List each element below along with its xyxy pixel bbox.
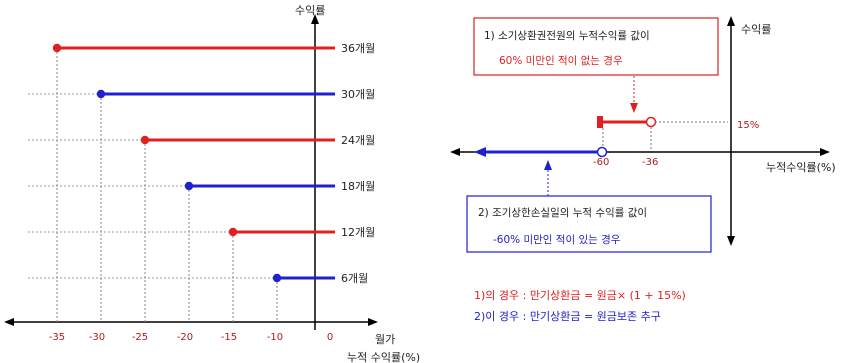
barrier-point bbox=[184, 181, 194, 191]
x-tick-label: -25 bbox=[132, 332, 148, 343]
right-y-axis-up-arrow-icon bbox=[727, 16, 735, 26]
callout-box-2-line2: -60% 미만인 적이 있는 경우 bbox=[493, 233, 621, 246]
left-y-axis-label: 수익률 bbox=[295, 4, 325, 17]
bar-period-label: 6개월 bbox=[341, 272, 368, 285]
right-y-axis-label: 수익률 bbox=[741, 23, 771, 36]
bar-period-label: 12개월 bbox=[341, 226, 375, 239]
callout-box-2-arrow-icon bbox=[544, 160, 552, 170]
x-tick-label: -15 bbox=[221, 332, 237, 343]
legend-line-1: 1)의 경우 : 만기상환금 = 원금× (1 + 15%) bbox=[474, 289, 686, 302]
payoff-15-start-marker bbox=[597, 116, 603, 128]
right-x-axis-label: 누적수익률(%) bbox=[766, 161, 836, 174]
barrier-point bbox=[52, 43, 62, 53]
legend-line-2: 2)이 경우 : 만기상환금 = 원금보존 추구 bbox=[474, 310, 661, 323]
callout-box-1-arrow-icon bbox=[630, 103, 638, 113]
right-diagram: 수익률 누적수익률(%) 15% -60 -36 1) 소기상환권전원의 누적수… bbox=[450, 16, 836, 323]
bar-period-label: 24개월 bbox=[341, 134, 375, 147]
barrier-point bbox=[228, 227, 238, 237]
barrier-point bbox=[96, 89, 106, 99]
payoff-principal-end-marker bbox=[596, 146, 608, 158]
payoff-principal-arrow-icon bbox=[474, 147, 486, 157]
left-x-axis-right-arrow-icon bbox=[368, 318, 378, 326]
left-x-axis-label-line2: 누적 수익률(%) bbox=[347, 351, 420, 363]
bar-period-label: 30개월 bbox=[341, 88, 375, 101]
bar-period-label: 18개월 bbox=[341, 180, 375, 193]
right-x-axis-left-arrow-icon bbox=[450, 148, 460, 156]
left-x-axis-left-arrow-icon bbox=[4, 318, 14, 326]
x-tick-label: -35 bbox=[49, 332, 65, 343]
label-15-percent: 15% bbox=[737, 120, 759, 131]
left-bars: 36개월 30개월 24개월 18개월 12개월 6개월 bbox=[28, 42, 375, 322]
left-y-axis-arrow-icon bbox=[311, 14, 319, 24]
right-x-axis-right-arrow-icon bbox=[820, 148, 830, 156]
label-neg60: -60 bbox=[593, 157, 609, 168]
right-y-axis-down-arrow-icon bbox=[727, 236, 735, 246]
barrier-point bbox=[272, 273, 282, 283]
x-tick-label: 0 bbox=[327, 332, 333, 343]
callout-box-1 bbox=[473, 17, 719, 76]
x-tick-label: -30 bbox=[89, 332, 105, 343]
left-x-axis-label-line1: 월가 bbox=[375, 333, 395, 346]
callout-box-2 bbox=[466, 195, 712, 253]
callout-box-2-line1: 2) 조기상한손실일의 누적 수익률 값이 bbox=[478, 206, 647, 219]
bar-period-label: 36개월 bbox=[341, 42, 375, 55]
barrier-point bbox=[140, 135, 150, 145]
x-tick-label: -10 bbox=[267, 332, 283, 343]
callout-box-1-line1: 1) 소기상환권전원의 누적수익률 값이 bbox=[484, 30, 650, 42]
left-chart: 수익률 월가 누적 수익률(%) -35 -30 -25 -20 -15 -10… bbox=[4, 4, 420, 363]
payoff-15-end-marker bbox=[645, 116, 657, 128]
x-tick-label: -20 bbox=[177, 332, 193, 343]
callout-box-1-line2: 60% 미만인 적이 없는 경우 bbox=[499, 54, 623, 67]
label-neg36: -36 bbox=[642, 157, 658, 168]
